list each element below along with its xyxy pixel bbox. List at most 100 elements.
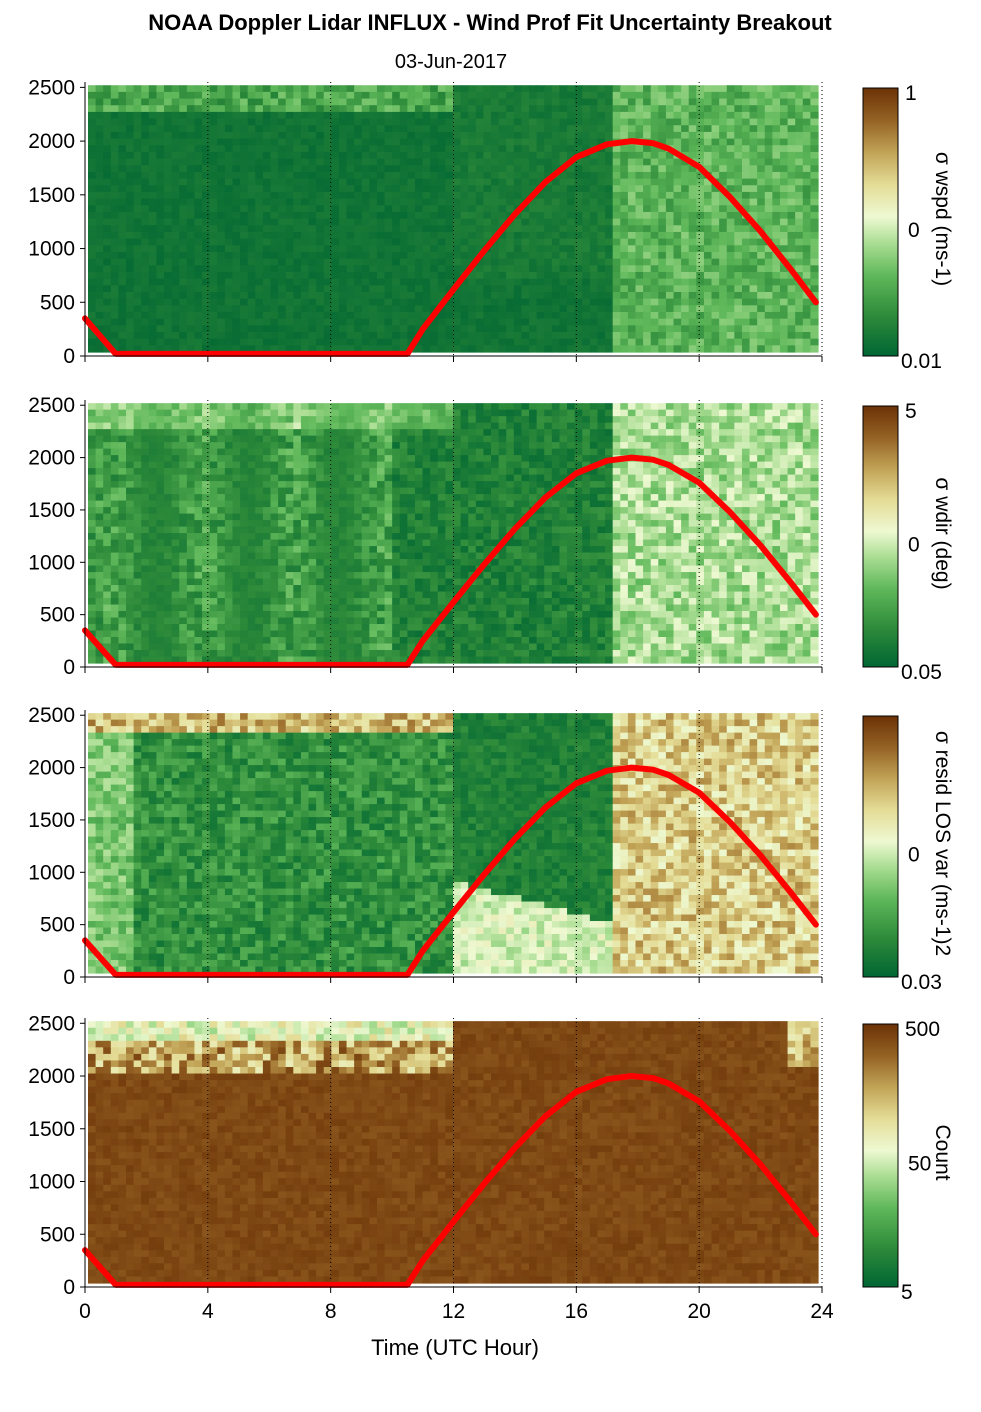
heatmap-cell: [209, 225, 218, 233]
heatmap-cell: [475, 98, 485, 106]
heatmap-cell: [308, 118, 317, 126]
heatmap-cell: [681, 238, 690, 246]
heatmap-cell: [171, 98, 180, 106]
heatmap-cell: [399, 218, 408, 226]
heatmap-cell: [559, 231, 568, 240]
heatmap-cell: [787, 218, 796, 226]
heatmap-cell: [384, 231, 393, 240]
heatmap-cell: [810, 198, 819, 206]
heatmap-cell: [209, 507, 218, 515]
heatmap-cell: [810, 138, 819, 146]
heatmap-cell: [627, 318, 637, 326]
heatmap-cell: [240, 231, 249, 240]
heatmap-cell: [346, 218, 355, 226]
heatmap-cell: [384, 278, 393, 286]
heatmap-cell: [88, 245, 97, 253]
heatmap-cell: [802, 138, 811, 146]
heatmap-cell: [529, 238, 538, 246]
heatmap-cell: [331, 258, 340, 266]
heatmap-cell: [202, 429, 211, 437]
heatmap-cell: [156, 637, 165, 645]
heatmap-cell: [262, 533, 272, 541]
y-tick-label: 2500: [28, 76, 75, 99]
heatmap-cell: [316, 125, 325, 133]
heatmap-cell: [521, 98, 530, 106]
heatmap-cell: [186, 138, 196, 146]
heatmap-cell: [574, 225, 583, 233]
heatmap-cell: [620, 198, 629, 206]
heatmap-cell: [247, 461, 256, 469]
heatmap-cell: [323, 298, 332, 306]
heatmap-cell: [224, 171, 234, 180]
heatmap-cell: [749, 291, 758, 300]
heatmap-cell: [171, 331, 180, 340]
heatmap-cell: [164, 138, 173, 146]
heatmap-cell: [262, 422, 272, 430]
heatmap-cell: [536, 118, 545, 126]
heatmap-cell: [232, 225, 241, 233]
heatmap-cell: [399, 338, 408, 346]
heatmap-cell: [392, 345, 401, 353]
heatmap-cell: [795, 105, 804, 113]
heatmap-cell: [179, 656, 188, 664]
heatmap-cell: [194, 271, 203, 280]
heatmap-cell: [605, 278, 614, 286]
heatmap-cell: [741, 105, 751, 113]
heatmap-cell: [285, 318, 294, 326]
heatmap-cell: [681, 178, 690, 186]
heatmap-cell: [453, 251, 462, 260]
heatmap-cell: [224, 585, 234, 593]
heatmap-cell: [612, 185, 621, 193]
heatmap-cell: [118, 245, 127, 253]
heatmap-cell: [346, 278, 355, 286]
heatmap-cell: [795, 138, 804, 146]
heatmap-cell: [627, 258, 637, 266]
heatmap-cell: [202, 650, 211, 658]
heatmap-cell: [703, 218, 713, 226]
heatmap-cell: [156, 468, 165, 476]
heatmap-cell: [232, 331, 241, 340]
heatmap-cell: [164, 131, 173, 140]
heatmap-cell: [232, 311, 241, 320]
heatmap-cell: [247, 145, 256, 153]
heatmap-cell: [278, 311, 287, 320]
heatmap-cell: [331, 231, 340, 240]
heatmap-cell: [757, 265, 766, 273]
heatmap-cell: [430, 258, 439, 266]
heatmap-cell: [422, 118, 431, 126]
heatmap-cell: [407, 331, 416, 340]
heatmap-cell: [217, 513, 226, 521]
heatmap-cell: [787, 145, 796, 153]
heatmap-cell: [141, 513, 150, 521]
heatmap-cell: [133, 138, 142, 146]
heatmap-cell: [506, 198, 515, 206]
heatmap-cell: [407, 258, 416, 266]
heatmap-cell: [194, 585, 203, 593]
heatmap-cell: [437, 291, 446, 300]
heatmap-cell: [445, 185, 454, 193]
heatmap-cell: [316, 198, 325, 206]
heatmap-cell: [95, 198, 104, 206]
heatmap-cell: [247, 325, 256, 333]
heatmap-cell: [779, 118, 789, 126]
heatmap-cell: [133, 185, 142, 193]
heatmap-cell: [171, 533, 180, 541]
heatmap-cell: [529, 278, 538, 286]
heatmap-cell: [133, 604, 142, 612]
heatmap-cell: [399, 138, 408, 146]
heatmap-cell: [171, 165, 180, 173]
heatmap-cell: [627, 225, 637, 233]
heatmap-cell: [278, 185, 287, 193]
heatmap-cell: [217, 630, 226, 638]
heatmap-cell: [186, 630, 196, 638]
heatmap-cell: [141, 448, 150, 456]
heatmap-cell: [338, 278, 348, 286]
heatmap-cell: [186, 598, 196, 606]
heatmap-cell: [620, 118, 629, 126]
heatmap-cell: [361, 211, 370, 220]
heatmap-cell: [627, 171, 637, 180]
heatmap-cell: [133, 461, 142, 469]
heatmap-cell: [103, 624, 112, 632]
heatmap-cell: [422, 278, 431, 286]
heatmap-cell: [361, 205, 370, 213]
